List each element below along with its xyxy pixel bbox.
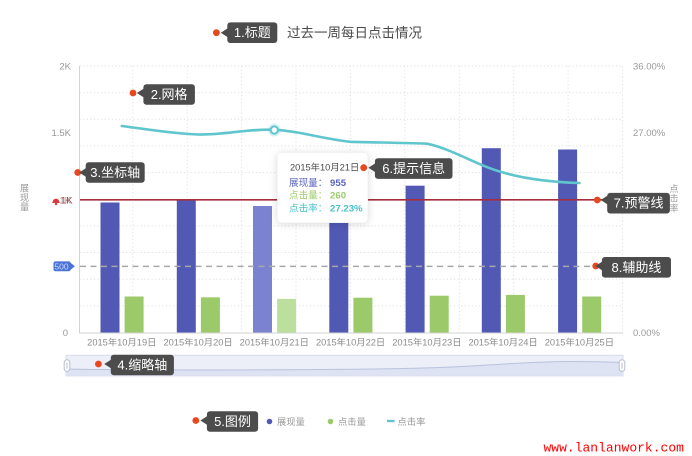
svg-text:36.00%: 36.00% [633,62,666,73]
svg-text:7.预警线: 7.预警线 [614,196,664,211]
svg-text:2015年10月24日: 2015年10月24日 [468,337,537,348]
svg-text:0: 0 [63,328,68,339]
svg-text:率: 率 [669,202,678,213]
svg-text:27.00%: 27.00% [633,128,666,139]
svg-text:展: 展 [20,184,29,194]
svg-text:击: 击 [669,193,678,204]
svg-text:500: 500 [54,261,68,271]
svg-text:点击率: 点击率 [398,416,426,427]
svg-text:展现量： 955: 展现量： 955 [289,178,347,189]
svg-text:量: 量 [20,203,29,213]
svg-text:过去一周每日点击情况: 过去一周每日点击情况 [287,25,422,40]
svg-text:2015年10月22日: 2015年10月22日 [316,337,385,348]
svg-text:5.图例: 5.图例 [214,414,251,429]
svg-text:现: 现 [20,193,29,203]
svg-text:展现量: 展现量 [277,417,305,427]
svg-text:1K: 1K [59,195,71,206]
svg-text:2015年10月21日: 2015年10月21日 [290,162,359,173]
svg-text:点击量： 260: 点击量： 260 [289,190,346,202]
svg-text:1.5K: 1.5K [51,128,71,139]
svg-text:2015年10月19日: 2015年10月19日 [87,337,156,348]
svg-text:4.缩略轴: 4.缩略轴 [117,358,167,373]
svg-text:2.网格: 2.网格 [151,87,188,102]
svg-text:点: 点 [669,184,678,194]
svg-text:2015年10月21日: 2015年10月21日 [240,337,309,348]
svg-text:www.lanlanwork.com: www.lanlanwork.com [544,441,685,456]
svg-text:点击量: 点击量 [338,416,366,427]
svg-text:1.标题: 1.标题 [234,25,271,40]
svg-text:2K: 2K [59,62,71,73]
svg-text:3.坐标轴: 3.坐标轴 [90,165,140,180]
svg-text:8.辅助线: 8.辅助线 [612,260,662,275]
svg-text:点击率： 27.23%: 点击率： 27.23% [289,202,363,214]
svg-text:0.00%: 0.00% [633,328,660,339]
svg-text:2015年10月25日: 2015年10月25日 [545,337,614,348]
svg-text:2015年10月20日: 2015年10月20日 [163,337,232,348]
svg-text:1K: 1K [61,196,73,207]
svg-text:6.提示信息: 6.提示信息 [382,161,445,176]
svg-text:2015年10月23日: 2015年10月23日 [392,337,461,348]
